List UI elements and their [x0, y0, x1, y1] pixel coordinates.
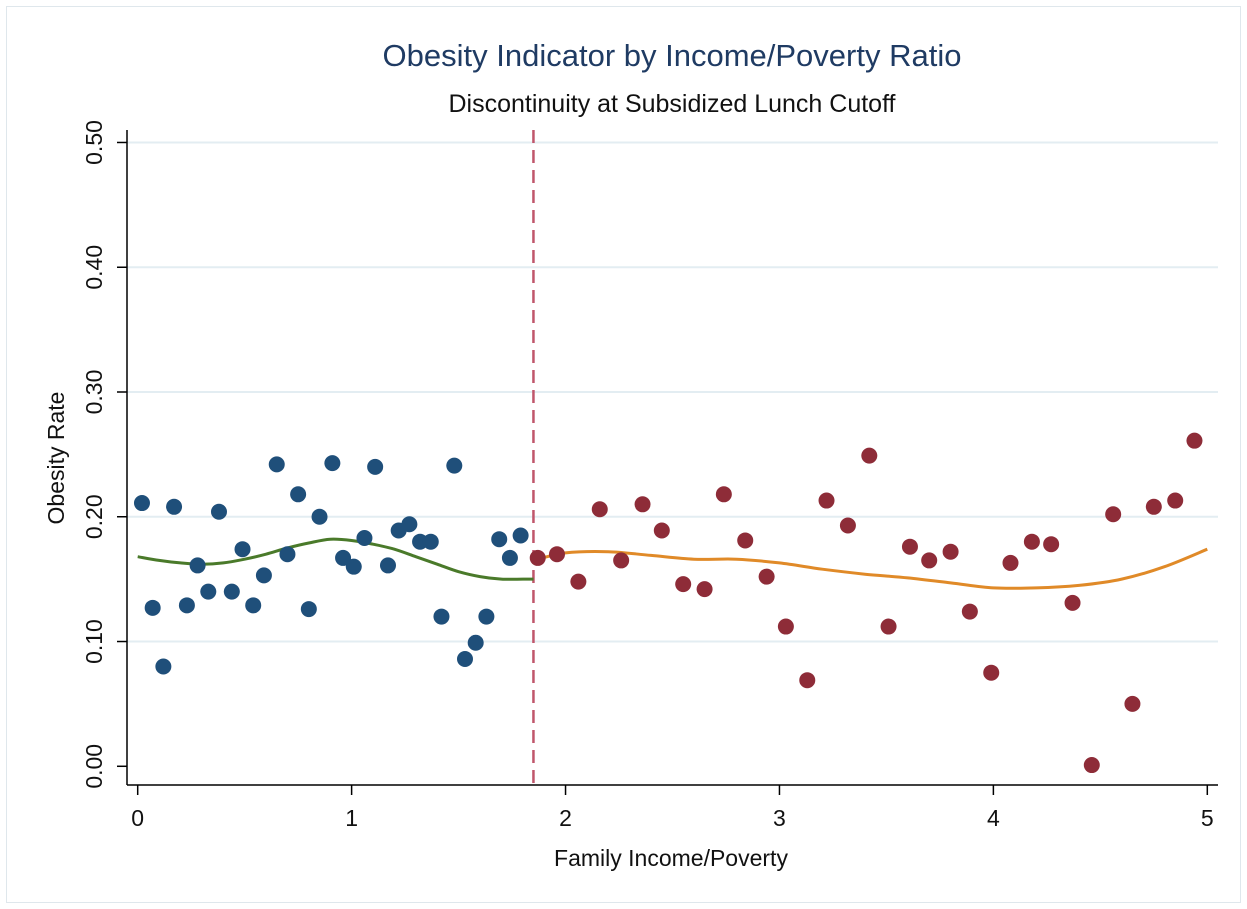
y-axis-label: Obesity Rate	[43, 392, 69, 525]
data-point	[300, 601, 317, 618]
data-point	[1083, 757, 1100, 774]
data-point	[178, 597, 195, 614]
data-point	[1064, 594, 1081, 611]
y-tick-label: 0.50	[81, 120, 107, 165]
chart-title: Obesity Indicator by Income/Poverty Rati…	[383, 38, 962, 73]
data-point	[1002, 554, 1019, 571]
data-point	[983, 664, 1000, 681]
data-point	[234, 541, 251, 558]
y-tick-label: 0.00	[81, 744, 107, 789]
axes	[117, 130, 1218, 795]
data-point	[675, 576, 692, 593]
data-point	[433, 608, 450, 625]
series-layer	[133, 432, 1208, 774]
y-tick-label: 0.10	[81, 619, 107, 664]
data-point	[456, 650, 473, 667]
data-point	[715, 486, 732, 503]
y-tick-label: 0.40	[81, 245, 107, 290]
data-point	[799, 672, 816, 689]
data-point	[133, 495, 150, 512]
x-tick-label: 2	[559, 805, 572, 831]
data-point	[255, 567, 272, 584]
data-point	[1023, 533, 1040, 550]
data-point	[818, 492, 835, 509]
data-point	[1043, 536, 1060, 553]
data-point	[166, 498, 183, 515]
data-point	[467, 634, 484, 651]
gridlines	[127, 141, 1218, 643]
data-point	[921, 552, 938, 569]
data-point	[478, 608, 495, 625]
data-point	[144, 599, 161, 616]
data-point	[345, 558, 362, 575]
data-point	[311, 508, 328, 525]
data-point	[1186, 432, 1203, 449]
data-point	[379, 557, 396, 574]
data-point	[189, 557, 206, 574]
data-point	[613, 552, 630, 569]
data-point	[737, 532, 754, 549]
x-tick-label: 1	[345, 805, 358, 831]
data-point	[245, 597, 262, 614]
data-point	[446, 457, 463, 474]
data-point	[268, 456, 285, 473]
data-point	[758, 568, 775, 585]
data-point	[529, 549, 546, 566]
data-point	[422, 533, 439, 550]
y-tick-label: 0.20	[81, 494, 107, 539]
data-point	[501, 549, 518, 566]
chart-frame	[6, 6, 1241, 903]
data-point	[570, 573, 587, 590]
x-tick-label: 3	[773, 805, 786, 831]
data-point	[356, 529, 373, 546]
data-point	[512, 527, 529, 544]
data-point	[401, 516, 418, 533]
data-point	[880, 618, 897, 635]
data-point	[155, 658, 172, 675]
data-point	[279, 546, 296, 563]
data-point	[548, 546, 565, 563]
data-point	[491, 531, 508, 548]
data-point	[1145, 498, 1162, 515]
tick-labels: 0.00 0.10 0.20 0.30 0.40 0.50 0 1 2 3 4 5	[81, 120, 1214, 831]
data-point	[961, 603, 978, 620]
data-point	[591, 501, 608, 518]
x-tick-label: 0	[131, 805, 144, 831]
data-point	[1124, 695, 1141, 712]
data-point	[335, 549, 352, 566]
data-point	[839, 517, 856, 534]
data-point	[777, 618, 794, 635]
data-point	[696, 581, 713, 598]
x-tick-label: 4	[987, 805, 1000, 831]
data-point	[634, 496, 651, 513]
fit-line-3	[533, 547, 1208, 590]
data-point	[223, 583, 240, 600]
data-point	[1167, 492, 1184, 509]
chart-subtitle: Discontinuity at Subsidized Lunch Cutoff	[448, 90, 895, 118]
data-point	[901, 538, 918, 555]
data-point	[653, 522, 670, 539]
data-point	[861, 447, 878, 464]
data-point	[290, 486, 307, 503]
x-axis-label: Family Income/Poverty	[554, 845, 788, 871]
y-tick-label: 0.30	[81, 370, 107, 415]
data-point	[942, 543, 959, 560]
data-point	[367, 458, 384, 475]
data-point	[324, 455, 341, 472]
x-tick-label: 5	[1201, 805, 1214, 831]
data-point	[210, 503, 227, 520]
data-point	[1105, 506, 1122, 523]
data-point	[200, 583, 217, 600]
